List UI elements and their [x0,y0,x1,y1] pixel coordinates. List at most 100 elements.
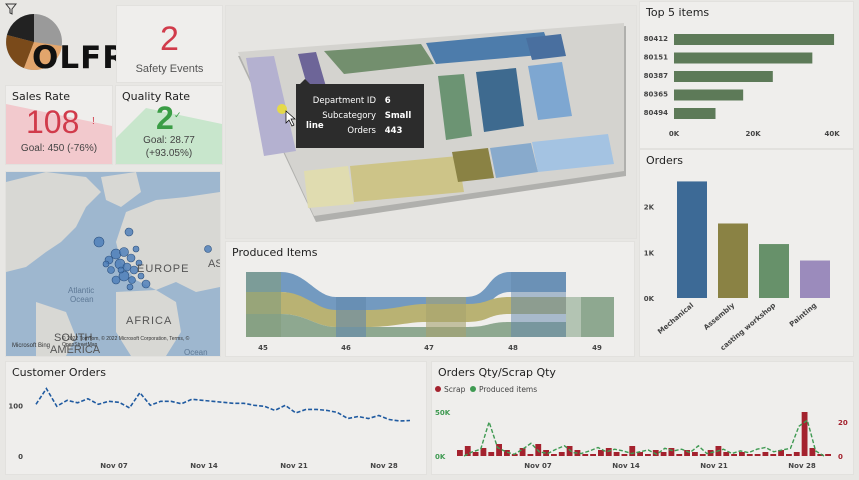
produced-items-chart[interactable]: 45 46 47 48 49 [226,242,634,356]
customer-orders-line[interactable] [35,387,411,422]
scrap-bar[interactable] [629,446,636,456]
dept-zone-4[interactable] [426,32,552,64]
map-bubbles[interactable] [93,227,212,291]
dept-zone-11[interactable] [452,148,494,182]
scrap-bar[interactable] [472,452,479,456]
tooltip: Department ID 6 Subcategory Small line O… [296,79,424,148]
customer-orders-chart[interactable]: 100 0 Nov 07 Nov 14 Nov 21 Nov 28 [6,362,426,474]
scrap-x-tick: Nov 28 [788,462,816,470]
top5-bar[interactable] [674,34,835,45]
sales-rate-card[interactable]: Sales Rate 108 ! Goal: 450 (-76%) [6,86,112,164]
scrap-bar[interactable] [692,452,698,456]
top5-bar[interactable] [674,108,716,119]
scrap-bar[interactable] [621,454,628,456]
orders-y-tick: 2K [644,204,655,212]
quality-rate-card[interactable]: Quality Rate 2 ✓ Goal: 28.77 (+93.05%) [116,86,222,164]
scrap-bar[interactable] [676,454,683,456]
scrap-bar[interactable] [817,454,824,456]
dept-zone-6[interactable] [438,74,472,140]
scrap-bar[interactable] [793,452,800,456]
scrap-bar[interactable] [605,448,612,456]
safety-events-card[interactable]: 2 Safety Events [117,6,222,82]
scrap-bar[interactable] [754,454,761,456]
top5-bar[interactable] [674,71,773,82]
customer-orders-card[interactable]: Customer Orders 100 0 Nov 07 Nov 14 Nov 21 No… [6,362,426,474]
top5-card[interactable]: Top 5 items 80412 80151 80387 80365 80494 0K 2… [640,2,853,148]
top5-title: Top 5 items [646,6,710,19]
orders-bar[interactable] [677,181,707,298]
scrap-bar[interactable] [488,452,495,456]
scrap-bar[interactable] [598,450,604,456]
scrap-bar[interactable] [637,452,643,456]
dept-zone-8[interactable] [528,62,572,120]
orders-bar[interactable] [800,260,830,298]
dept-zone-3[interactable] [324,44,434,74]
dept-zone-1[interactable] [246,56,296,156]
scrap-bar[interactable] [582,454,589,456]
produced-items-line[interactable] [463,419,825,457]
scrap-bar[interactable] [723,452,730,456]
dept-zone-10[interactable] [350,156,464,202]
scrap-bar[interactable] [496,444,502,456]
scrap-bar[interactable] [645,454,651,456]
floor-plan-card[interactable]: Department ID 6 Subcategory Small line O… [226,6,636,238]
scrap-bar[interactable] [699,454,706,456]
dept-zone-9[interactable] [304,166,354,208]
map-label-atlantic: Atlantic [68,286,95,295]
scrap-bar[interactable] [527,454,534,456]
map-attribution[interactable]: © 2022 TomTom, © 2022 Microsoft Corporat… [62,336,190,348]
scrap-bar[interactable] [511,454,518,456]
top5-bar[interactable] [674,89,744,101]
orders-scrap-chart[interactable]: Scrap Produced items 50K 0K 20 0 Nov 07 Nov 14 N… [432,362,853,474]
produced-items-card[interactable]: Produced Items 45 46 47 48 49 [226,242,634,356]
scrap-bar[interactable] [558,452,565,456]
sales-rate-value: 108 [26,104,80,140]
scrap-bar[interactable] [739,452,745,456]
orders-bar[interactable] [759,244,789,298]
scrap-bar[interactable] [668,448,675,456]
scrap-bar[interactable] [809,448,816,456]
dept-zone-7[interactable] [476,68,524,132]
scrap-bar[interactable] [786,454,792,456]
scrap-bar[interactable] [457,450,463,456]
scrap-bar[interactable] [480,448,487,456]
scrap-bar[interactable] [652,450,659,456]
quality-rate-goal: Goal: 28.77 [143,135,195,146]
scrap-bar[interactable] [731,454,737,456]
orders-bar[interactable] [718,223,748,298]
orders-category-label: Assembly [702,301,736,332]
world-map[interactable] [6,172,220,356]
scrap-bar[interactable] [551,454,557,456]
scrap-bar[interactable] [762,452,769,456]
scrap-bar[interactable] [543,450,549,456]
top5-chart[interactable]: 80412 80151 80387 80365 80494 0K 20K 40K [640,2,853,148]
scrap-bar[interactable] [566,446,573,456]
scrap-bar[interactable] [590,454,596,456]
dept-zone-13[interactable] [532,134,614,172]
scrap-bar[interactable] [825,454,831,456]
scrap-bar[interactable] [801,412,808,456]
top5-bar[interactable] [674,52,813,64]
scrap-bar[interactable] [504,450,510,456]
dept-zone-12[interactable] [490,143,538,178]
scrap-bar[interactable] [746,454,753,456]
tooltip-value: 443 [384,126,403,136]
scrap-bar[interactable] [660,452,667,456]
map-label-africa: AFRICA [126,315,173,327]
customer-orders-x-tick: Nov 07 [100,462,128,470]
filter-icon[interactable] [5,3,17,15]
top5-x-tick: 40K [825,130,841,138]
scrap-bar[interactable] [464,446,471,456]
top5-x-tick: 20K [745,130,761,138]
floor-plan[interactable] [226,6,636,238]
orders-scrap-card[interactable]: Orders Qty/Scrap Qty Scrap Produced items… [432,362,853,474]
scrap-bar[interactable] [519,448,526,456]
scrap-bar[interactable] [613,452,620,456]
dept-zone-5[interactable] [526,34,566,60]
scrap-bar[interactable] [778,450,784,456]
map-card[interactable]: Atlantic Ocean EUROPE AFRICA SOUTH AMERI… [6,172,220,356]
scrap-bar[interactable] [770,454,777,456]
scrap-bar[interactable] [684,450,690,456]
orders-card[interactable]: Orders 0K 1K 2K Mechanical Assembly casting w… [640,150,853,356]
